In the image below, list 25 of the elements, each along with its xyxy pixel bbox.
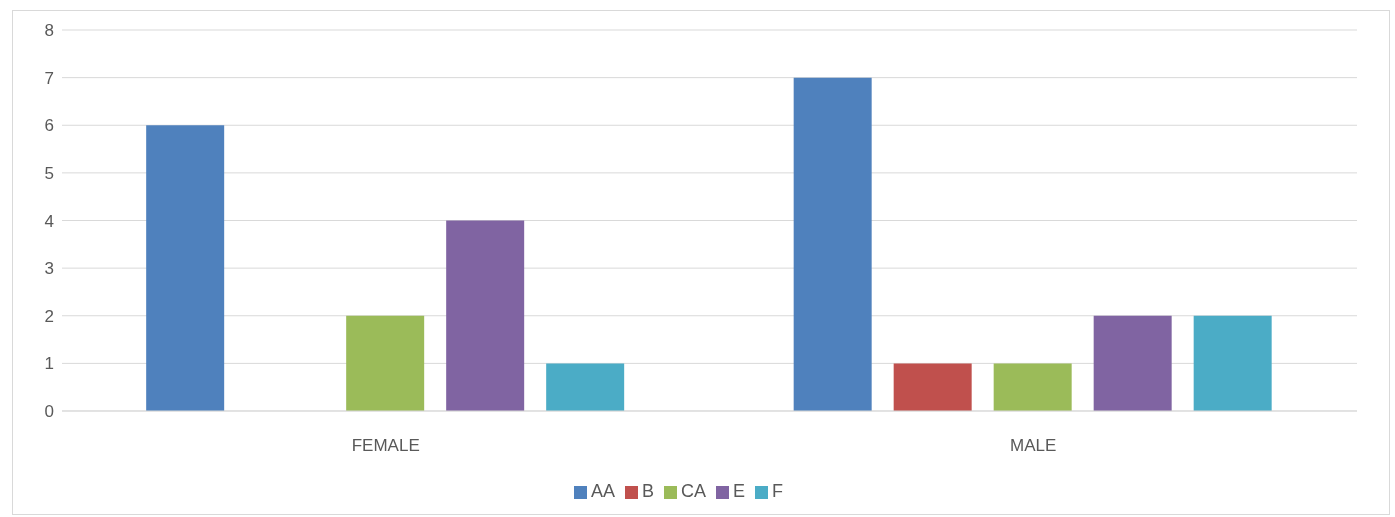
legend-label: F — [772, 481, 784, 501]
y-tick-label: 2 — [44, 306, 54, 326]
bar — [1193, 315, 1272, 411]
y-tick-label: 1 — [44, 354, 54, 374]
y-tick-label: 4 — [44, 211, 54, 231]
y-tick-label: 8 — [44, 21, 54, 41]
bar — [546, 363, 625, 411]
legend-label: AA — [590, 481, 615, 501]
x-tick-label: FEMALE — [351, 436, 420, 456]
y-tick-label: 7 — [44, 68, 54, 88]
y-tick-label: 5 — [44, 163, 54, 183]
bar — [346, 315, 425, 411]
bar — [146, 125, 225, 411]
y-tick-label: 0 — [44, 402, 54, 422]
bar — [793, 77, 872, 411]
y-tick-label: 6 — [44, 116, 54, 136]
legend-label: E — [733, 481, 746, 501]
x-tick-label: MALE — [1010, 436, 1057, 456]
y-tick-label: 3 — [44, 259, 54, 279]
bar — [446, 220, 525, 411]
legend-label: B — [641, 481, 654, 501]
bar — [993, 363, 1072, 411]
bar — [1093, 315, 1172, 411]
bar — [893, 363, 972, 411]
legend-label: CA — [681, 481, 707, 501]
